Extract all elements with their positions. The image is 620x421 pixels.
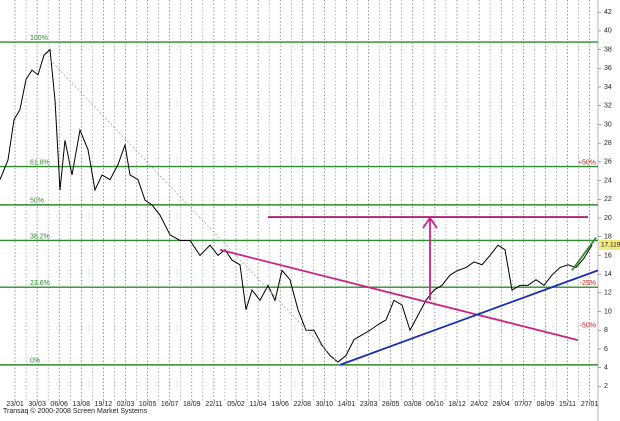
y-tick-label: 2	[604, 383, 608, 390]
x-tick-label: 03/08	[404, 401, 422, 408]
x-tick-label: 06/10	[426, 401, 444, 408]
y-tick-label: 30	[604, 121, 612, 128]
x-tick-label: 22/11	[205, 401, 222, 408]
x-tick-label: 18/12	[448, 401, 466, 408]
x-tick-label: 29/04	[492, 401, 510, 408]
level-right-label: -25%	[580, 280, 596, 287]
y-tick-label: 32	[604, 103, 612, 110]
level-label: 100%	[30, 35, 48, 42]
last-price-label: 17.119	[601, 242, 620, 249]
x-tick-label: 14/01	[338, 401, 356, 408]
x-tick-label: 30/10	[316, 401, 334, 408]
x-tick-label: 27/01	[581, 401, 599, 408]
level-right-label: -50%	[580, 322, 596, 329]
x-tick-label: 19/12	[95, 401, 113, 408]
x-tick-label: 28/05	[382, 401, 400, 408]
level-label: 50%	[30, 198, 44, 205]
y-tick-label: 38	[604, 46, 612, 53]
y-tick-label: 20	[604, 215, 612, 222]
x-tick-label: 19/06	[271, 401, 289, 408]
y-tick-label: 26	[604, 159, 612, 166]
x-tick-label: 05/02	[227, 401, 245, 408]
x-tick-label: 30/03	[28, 401, 46, 408]
x-tick-label: 11/04	[250, 401, 267, 408]
trend-line	[339, 269, 599, 366]
y-tick-label: 18	[604, 234, 612, 241]
last-price-box	[599, 239, 620, 250]
x-tick-label: 02/03	[117, 401, 135, 408]
y-tick-label: 16	[604, 252, 612, 259]
y-tick-label: 4	[604, 365, 608, 372]
level-label: 38.2%	[30, 233, 50, 240]
x-tick-label: 22/08	[294, 401, 312, 408]
y-tick-label: 28	[604, 140, 612, 147]
y-tick-label: 12	[604, 290, 612, 297]
x-tick-label: 18/09	[183, 401, 201, 408]
level-label: 61.8%	[30, 159, 50, 166]
arrow-head	[422, 216, 438, 229]
credit: Transaq © 2000-2008 Screen Market System…	[3, 407, 148, 415]
x-tick-label: 07/07	[515, 401, 533, 408]
x-tick-label: 10/05	[139, 401, 157, 408]
x-tick-label: 08/09	[537, 401, 555, 408]
y-tick-label: 40	[604, 28, 612, 35]
y-tick-label: 10	[604, 308, 612, 315]
trend-line	[571, 237, 597, 271]
y-tick-label: 36	[604, 65, 612, 72]
x-tick-label: 15/11	[559, 401, 576, 408]
price-line	[0, 48, 593, 363]
x-tick-label: 23/03	[360, 401, 378, 408]
y-tick-label: 6	[604, 346, 608, 353]
x-tick-label: 06/06	[50, 401, 68, 408]
y-tick-label: 8	[604, 327, 608, 334]
y-tick-label: 14	[604, 271, 612, 278]
level-label: 23.6%	[30, 280, 50, 287]
x-tick-label: 13/08	[73, 401, 91, 408]
level-right-label: +50%	[578, 159, 596, 166]
y-tick-label: 22	[604, 196, 612, 203]
level-label: 0%	[30, 358, 40, 365]
y-tick-label: 24	[604, 177, 612, 184]
y-tick-label: 42	[604, 9, 612, 16]
x-tick-label: 24/02	[470, 401, 488, 408]
y-tick-label: 34	[604, 84, 612, 91]
x-tick-label: 23/01	[6, 401, 24, 408]
trend-line	[219, 248, 579, 341]
x-tick-label: 16/07	[161, 401, 179, 408]
